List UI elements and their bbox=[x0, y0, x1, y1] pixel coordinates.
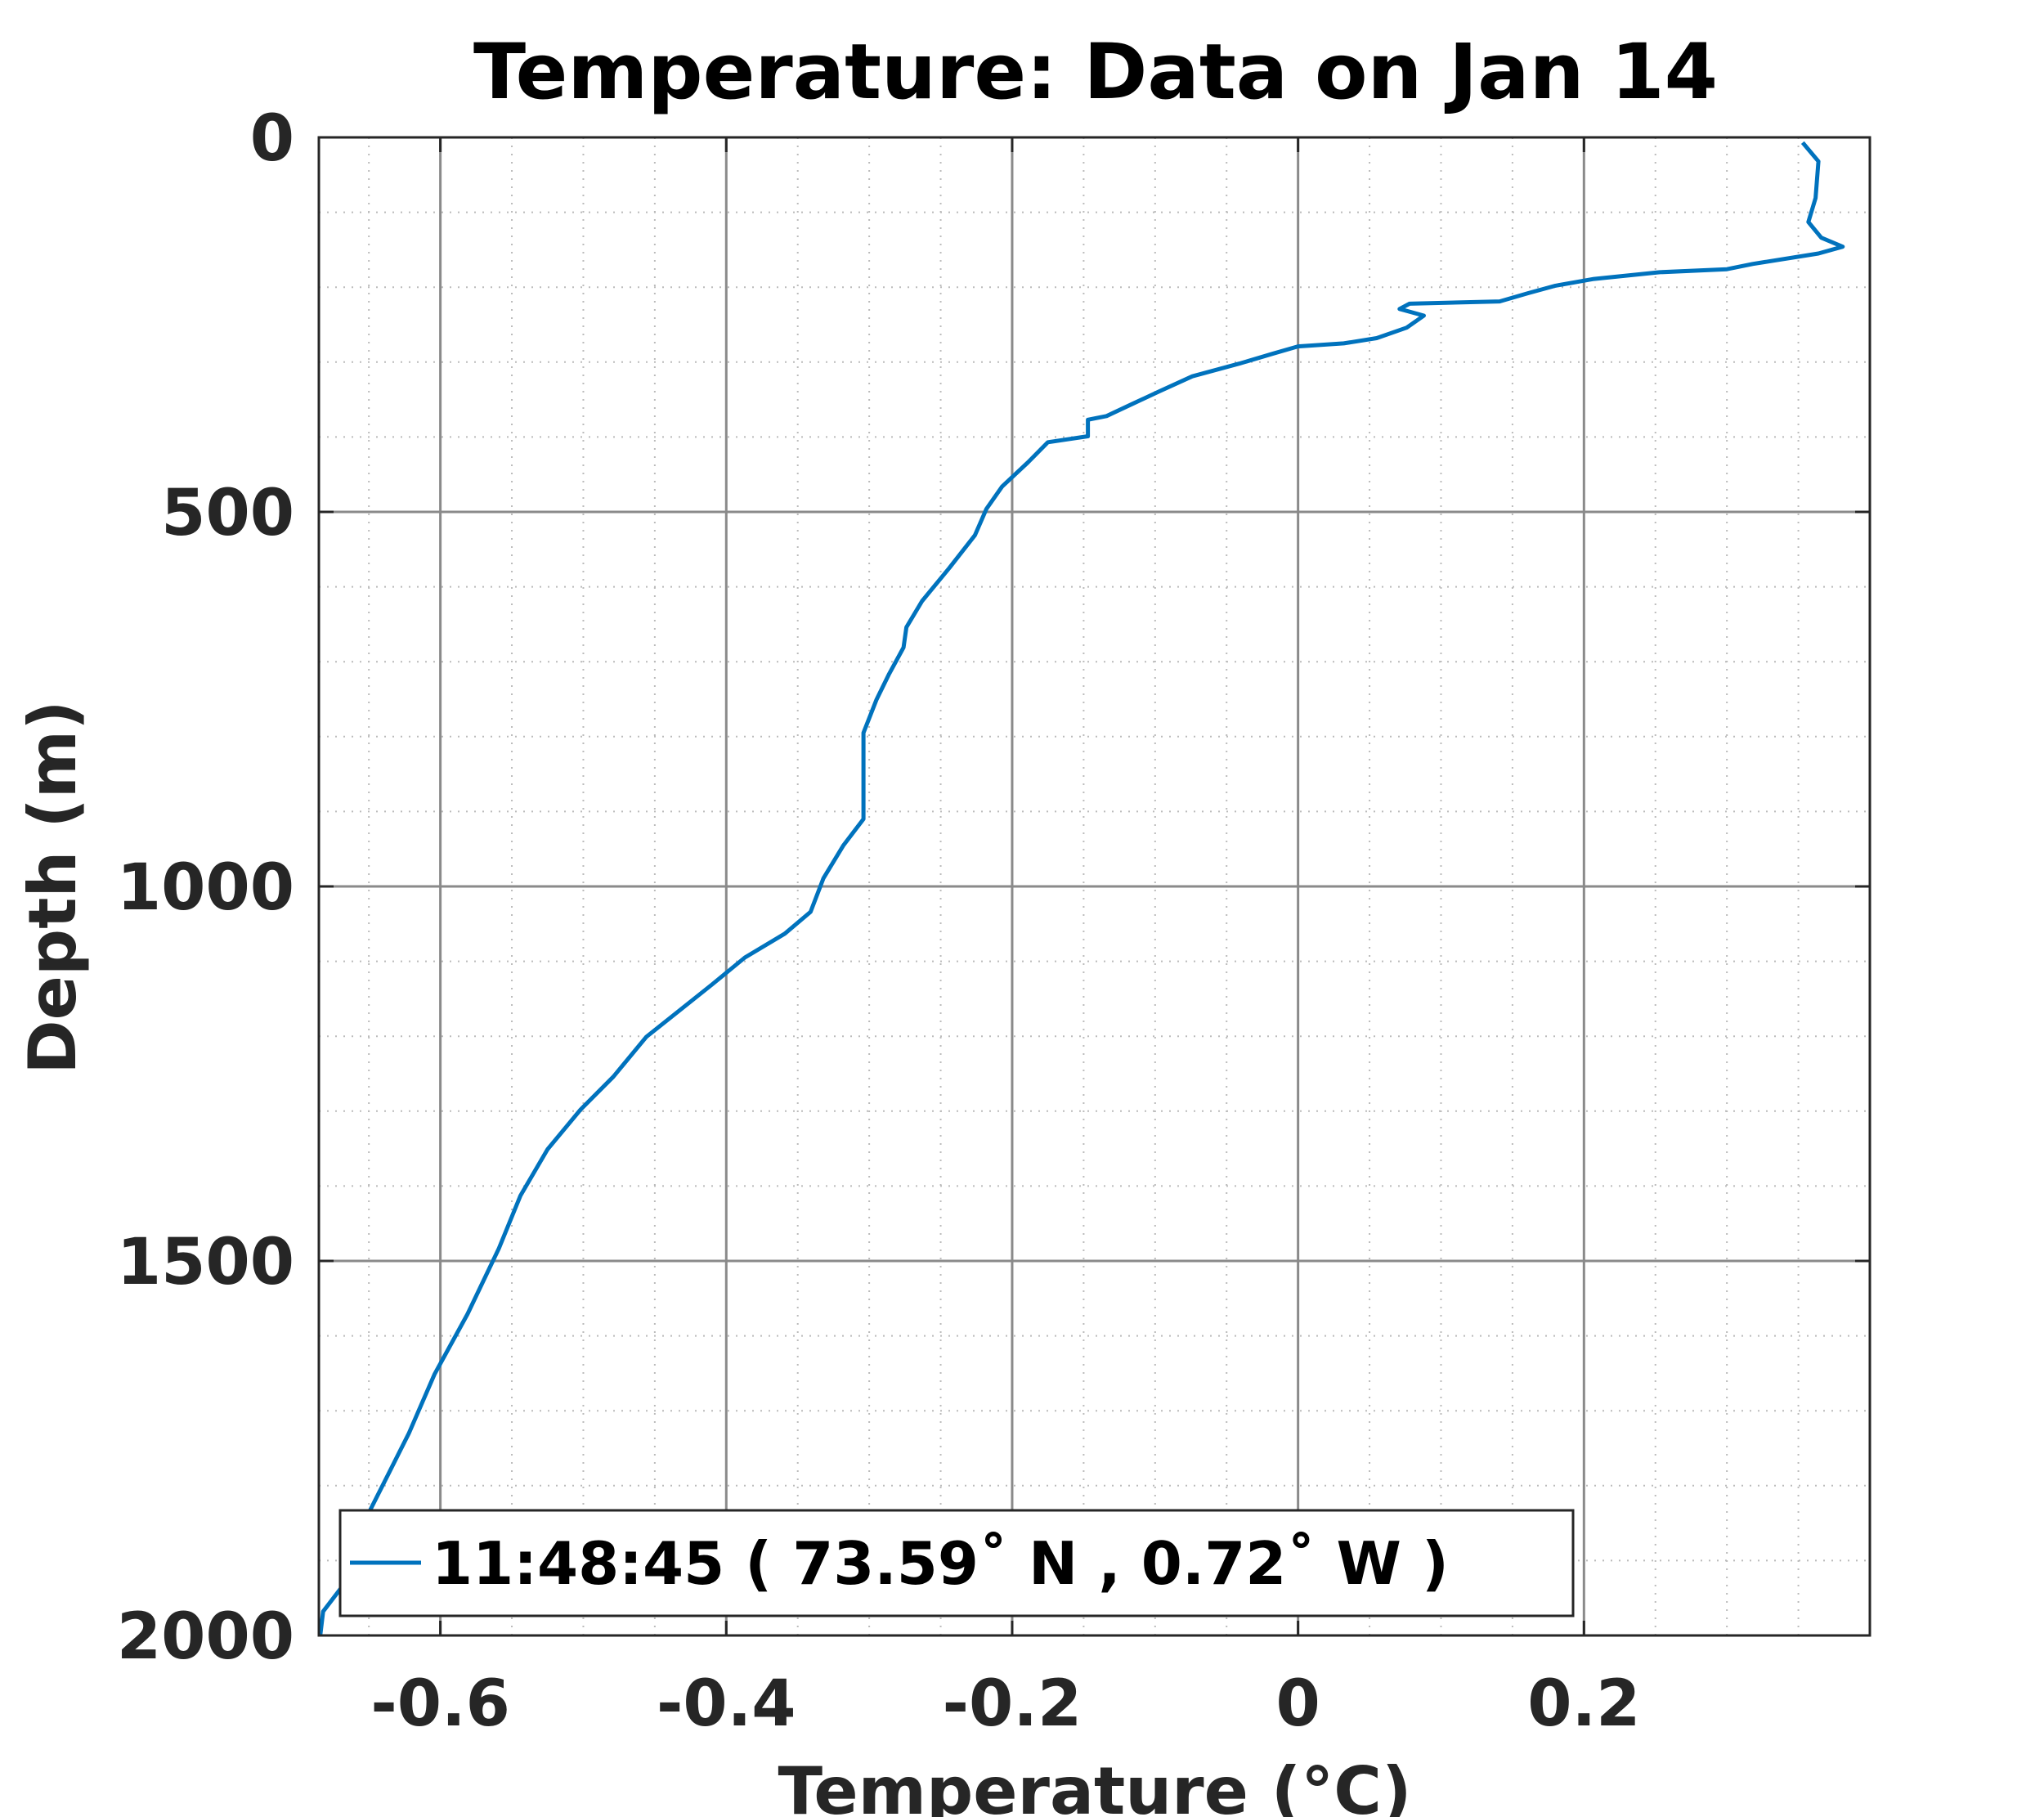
plot-frame bbox=[317, 136, 1871, 1637]
y-tick-label: 1000 bbox=[117, 851, 294, 925]
series-line bbox=[318, 141, 1845, 1636]
legend: 11:48:45 ( 73.59˚ N , 0.72˚ W ) bbox=[338, 1509, 1575, 1617]
y-tick-label: 2000 bbox=[117, 1600, 294, 1674]
x-tick-label: -0.4 bbox=[657, 1667, 796, 1741]
x-tick-label: -0.6 bbox=[370, 1667, 510, 1741]
x-tick-label: 0.2 bbox=[1527, 1667, 1640, 1741]
y-tick-label: 0 bbox=[250, 102, 294, 176]
x-tick-label: -0.2 bbox=[943, 1667, 1083, 1741]
y-tick-label: 1500 bbox=[117, 1226, 294, 1299]
legend-label: 11:48:45 ( 73.59˚ N , 0.72˚ W ) bbox=[432, 1529, 1449, 1598]
y-axis-label: Depth (m) bbox=[15, 700, 91, 1074]
chart-title: Temperature: Data on Jan 14 bbox=[473, 28, 1718, 117]
legend-box bbox=[338, 1509, 1575, 1617]
x-axis-label: Temperature (°C) bbox=[778, 1753, 1411, 1817]
x-tick-label: 0 bbox=[1276, 1667, 1320, 1741]
tick-labels: -0.6 -0.4 -0.2 0 0.2 0 500 1000 1500 2000 bbox=[117, 102, 1641, 1741]
grid bbox=[319, 136, 1870, 1637]
y-tick-label: 500 bbox=[161, 477, 294, 550]
